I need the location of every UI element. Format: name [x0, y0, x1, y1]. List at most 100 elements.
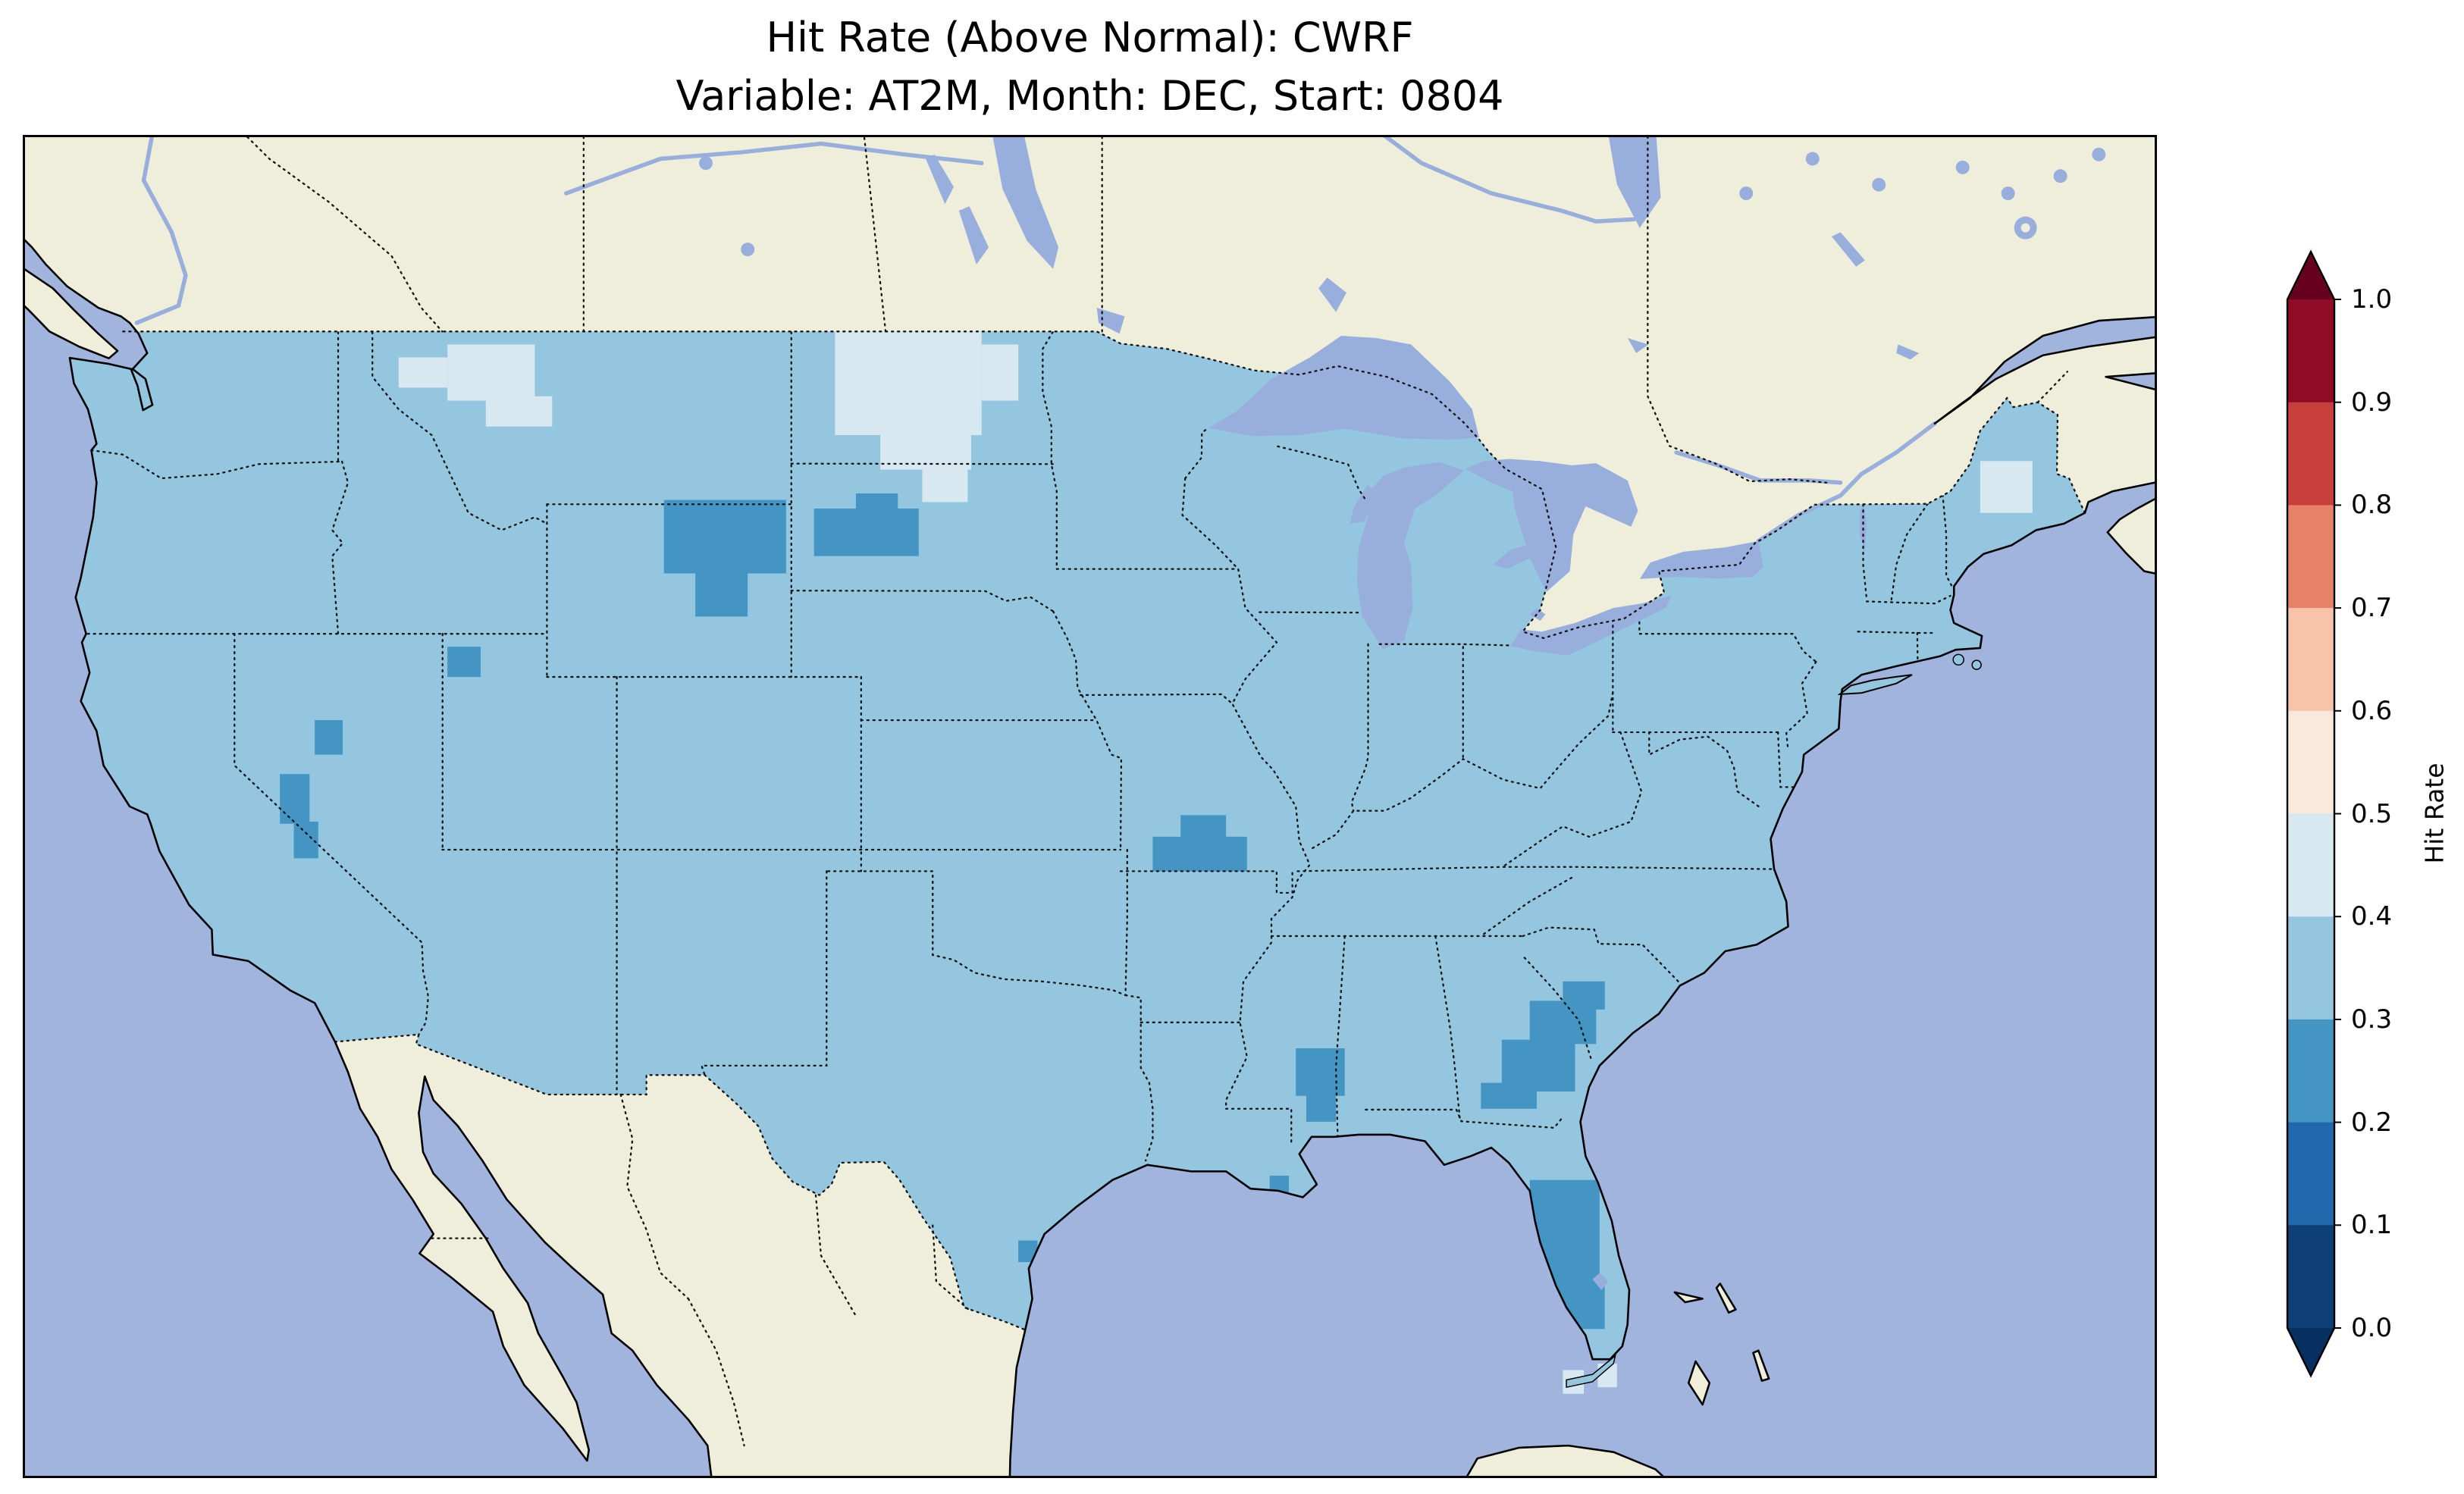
state-border: [1378, 643, 1512, 647]
province-border: [246, 137, 444, 333]
state-border: [1862, 503, 1868, 600]
state-border: [1638, 621, 1817, 663]
colorbar-tick-label: 0.7: [2351, 593, 2393, 624]
hit-rate-cell: [1306, 1093, 1337, 1122]
bahamas-island: [1716, 1283, 1736, 1313]
state-border: [1777, 731, 1805, 788]
coastline: [25, 268, 119, 360]
lake: [1465, 459, 1638, 592]
lake: [1529, 607, 1546, 622]
state-border: [1124, 994, 1154, 1162]
nantucket: [1971, 659, 1982, 670]
hit-rate-cell: [447, 344, 535, 401]
hit-rate-cells-0.4-0.5: [398, 331, 2033, 513]
province-border: [932, 1224, 973, 1313]
canada-mexico-admin-borders: [120, 137, 2086, 1447]
state-border: [1309, 691, 1614, 851]
hit-rate-cell: [695, 568, 748, 617]
state-border: [1350, 643, 1369, 812]
colorbar-extend-over: [2287, 252, 2334, 299]
province-border: [619, 1093, 690, 1300]
state-border: [1334, 935, 1346, 1137]
state-border: [700, 870, 828, 1076]
lake: [926, 154, 954, 205]
state-border: [90, 449, 343, 480]
lake: [1627, 337, 1649, 353]
colorbar-tick-label: 0.6: [2351, 695, 2393, 726]
manicouagan-island: [2020, 223, 2030, 233]
hit-rate-cell: [485, 396, 553, 427]
colorbar-band: [2287, 608, 2334, 712]
conus-hit-rate-map: [25, 137, 2155, 1476]
small-lake: [698, 156, 713, 171]
colorbar-tick-label: 0.4: [2351, 901, 2393, 932]
lake: [1592, 1273, 1609, 1291]
nova-scotia: [2107, 499, 2155, 574]
vancouver-island: [25, 269, 118, 359]
colorbar-axis-label: Hit Rate: [2419, 763, 2450, 864]
lake: [1096, 308, 1125, 334]
coastline: [25, 239, 2155, 1476]
map-frame: [23, 135, 2157, 1478]
state-border: [1296, 866, 1776, 872]
hit-rate-cell: [663, 500, 786, 574]
state-border: [1785, 661, 1817, 752]
lake: [1208, 336, 1479, 440]
colorbar-band: [2287, 916, 2334, 1020]
colorbar-band: [2287, 402, 2334, 506]
state-border: [234, 633, 430, 1035]
province-border: [1647, 137, 1828, 484]
hit-rate-cell: [835, 331, 982, 436]
colorbar-extend-under: [2287, 1328, 2334, 1376]
state-border: [790, 462, 1054, 465]
province-border: [2036, 371, 2068, 403]
coastline: [1752, 1349, 1770, 1382]
small-lake: [741, 243, 755, 257]
coastline: [1715, 1283, 1737, 1314]
colorbar-tick-label: 0.5: [2351, 798, 2393, 829]
state-border: [371, 331, 548, 531]
hit-rate-cell: [1296, 1048, 1345, 1096]
state-border: [790, 590, 1055, 612]
us-hit-rate-base-fill: [69, 331, 2085, 1360]
hit-rate-cell: [315, 720, 343, 755]
bahamas-island: [1688, 1361, 1710, 1405]
lake: [1859, 502, 1867, 552]
colorbar-band: [2287, 1225, 2334, 1329]
coastline: [1687, 1360, 1711, 1406]
hit-rate-cell: [280, 774, 310, 824]
lake: [1832, 232, 1865, 267]
small-lake: [2001, 186, 2015, 201]
lake: [1356, 462, 1465, 650]
hit-rate-cell: [981, 344, 1019, 401]
river: [564, 141, 984, 196]
colorbar-band: [2287, 505, 2334, 609]
hit-rate-cell: [855, 493, 898, 511]
small-lake: [2053, 169, 2067, 183]
river: [134, 137, 188, 325]
small-lake: [1805, 152, 1820, 166]
small-lake: [1872, 177, 1886, 192]
small-lake: [1955, 160, 1970, 174]
lake: [958, 206, 989, 265]
hit-rate-cell: [1152, 836, 1247, 872]
bahamas-island: [1753, 1350, 1770, 1381]
lake: [1350, 484, 1380, 524]
small-lake: [1739, 186, 1754, 201]
colorbar-band: [2287, 813, 2334, 917]
lakes: [134, 137, 2106, 1291]
hit-rate-cell: [293, 821, 318, 859]
colorbar-tick-label: 0.0: [2351, 1313, 2393, 1343]
colorbar-tick-label: 0.1: [2351, 1210, 2393, 1241]
state-border: [1480, 876, 1573, 938]
title-line-2: Variable: AT2M, Month: DEC, Start: 0804: [676, 71, 1504, 120]
hit-rate-cell: [1180, 815, 1227, 839]
lake: [992, 137, 1059, 269]
state-border: [1434, 935, 1461, 1121]
small-lake: [2092, 147, 2106, 161]
us-canada-border: [120, 330, 2086, 640]
state-border: [1523, 957, 1593, 1063]
state-border: [1184, 427, 1210, 480]
hit-rate-cell: [813, 508, 919, 556]
state-border: [1501, 731, 1643, 868]
